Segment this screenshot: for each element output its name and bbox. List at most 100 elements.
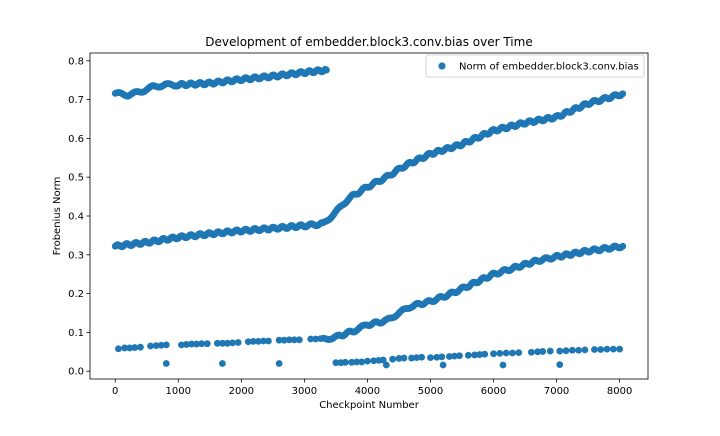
data-point xyxy=(254,337,262,345)
data-point xyxy=(568,346,576,354)
data-point xyxy=(249,337,257,345)
data-point xyxy=(370,357,378,365)
data-point xyxy=(213,339,221,347)
data-point xyxy=(183,341,190,348)
data-point xyxy=(332,359,340,367)
y-tick-label: 0.8 xyxy=(68,56,84,67)
data-points xyxy=(111,65,627,369)
chart-title: Development of embedder.block3.conv.bias… xyxy=(205,35,532,49)
legend: Norm of embedder.block3.conv.bias xyxy=(425,54,645,78)
data-point xyxy=(597,346,605,353)
data-point xyxy=(265,337,272,345)
data-point xyxy=(275,360,283,367)
data-point xyxy=(616,345,624,353)
legend-marker xyxy=(438,62,446,70)
x-tick-label: 8000 xyxy=(607,386,632,397)
data-point xyxy=(275,336,283,344)
data-point xyxy=(433,353,441,361)
data-point xyxy=(476,351,484,358)
data-point xyxy=(364,357,371,365)
data-point xyxy=(562,347,570,355)
data-point xyxy=(619,242,627,250)
x-tick-label: 3000 xyxy=(292,386,317,397)
data-point xyxy=(413,354,421,362)
data-point xyxy=(341,358,349,366)
data-point xyxy=(591,346,598,353)
data-point xyxy=(556,347,564,355)
data-point xyxy=(527,348,535,356)
data-point xyxy=(581,346,589,354)
data-point xyxy=(456,352,463,360)
data-point xyxy=(490,350,497,358)
data-point xyxy=(534,348,542,356)
x-tick-label: 2000 xyxy=(229,386,254,397)
y-tick-label: 0.3 xyxy=(68,250,84,261)
data-point xyxy=(546,347,554,355)
data-point xyxy=(162,341,170,349)
data-point xyxy=(471,351,479,359)
data-point xyxy=(438,353,446,361)
data-point xyxy=(445,353,453,360)
x-tick-label: 0 xyxy=(112,386,118,397)
data-point xyxy=(353,358,361,366)
data-point xyxy=(317,335,325,343)
data-point xyxy=(358,358,366,366)
y-tick-label: 0.0 xyxy=(68,367,84,378)
data-point xyxy=(229,339,236,347)
data-point xyxy=(219,360,226,367)
data-point xyxy=(307,335,315,343)
data-point xyxy=(395,355,403,362)
data-point xyxy=(157,341,165,349)
data-point xyxy=(147,342,154,350)
data-point xyxy=(323,66,330,74)
y-tick-label: 0.2 xyxy=(68,289,84,300)
data-point xyxy=(348,358,356,366)
data-point xyxy=(502,349,510,357)
data-point xyxy=(312,335,320,343)
data-point xyxy=(178,341,185,349)
data-point xyxy=(539,348,547,355)
data-point xyxy=(439,361,447,369)
x-tick-label: 1000 xyxy=(166,386,191,397)
data-point xyxy=(152,342,160,350)
legend-entry-label: Norm of embedder.block3.conv.bias xyxy=(459,62,639,73)
data-point xyxy=(379,356,387,364)
x-tick-label: 7000 xyxy=(544,386,569,397)
y-tick-label: 0.1 xyxy=(68,328,84,339)
data-point xyxy=(427,354,434,362)
data-point xyxy=(121,344,129,352)
data-point xyxy=(137,343,144,351)
data-point xyxy=(575,346,583,354)
data-point xyxy=(509,349,516,357)
data-point xyxy=(162,360,170,367)
data-point xyxy=(188,340,195,348)
data-point xyxy=(382,361,390,369)
data-point xyxy=(295,336,303,344)
x-tick-label: 4000 xyxy=(355,386,380,397)
x-tick-label: 5000 xyxy=(418,386,443,397)
data-point xyxy=(619,90,627,98)
data-point xyxy=(219,339,226,347)
x-tick-label: 6000 xyxy=(481,386,506,397)
data-point xyxy=(224,339,231,347)
data-point xyxy=(198,340,206,348)
data-point xyxy=(244,338,252,346)
data-point xyxy=(203,340,211,348)
data-point xyxy=(280,336,288,344)
data-point xyxy=(481,350,489,358)
data-point xyxy=(290,336,298,344)
data-point xyxy=(114,345,122,353)
data-point xyxy=(451,352,458,360)
data-point xyxy=(389,355,397,363)
legend-box xyxy=(425,54,645,78)
data-point xyxy=(556,361,564,369)
data-point xyxy=(499,361,507,369)
data-point xyxy=(515,349,523,357)
data-point xyxy=(496,349,504,357)
data-point xyxy=(285,336,293,344)
data-point xyxy=(131,344,139,351)
data-point xyxy=(603,345,611,353)
y-axis-label: Frobenius Norm xyxy=(52,177,63,256)
